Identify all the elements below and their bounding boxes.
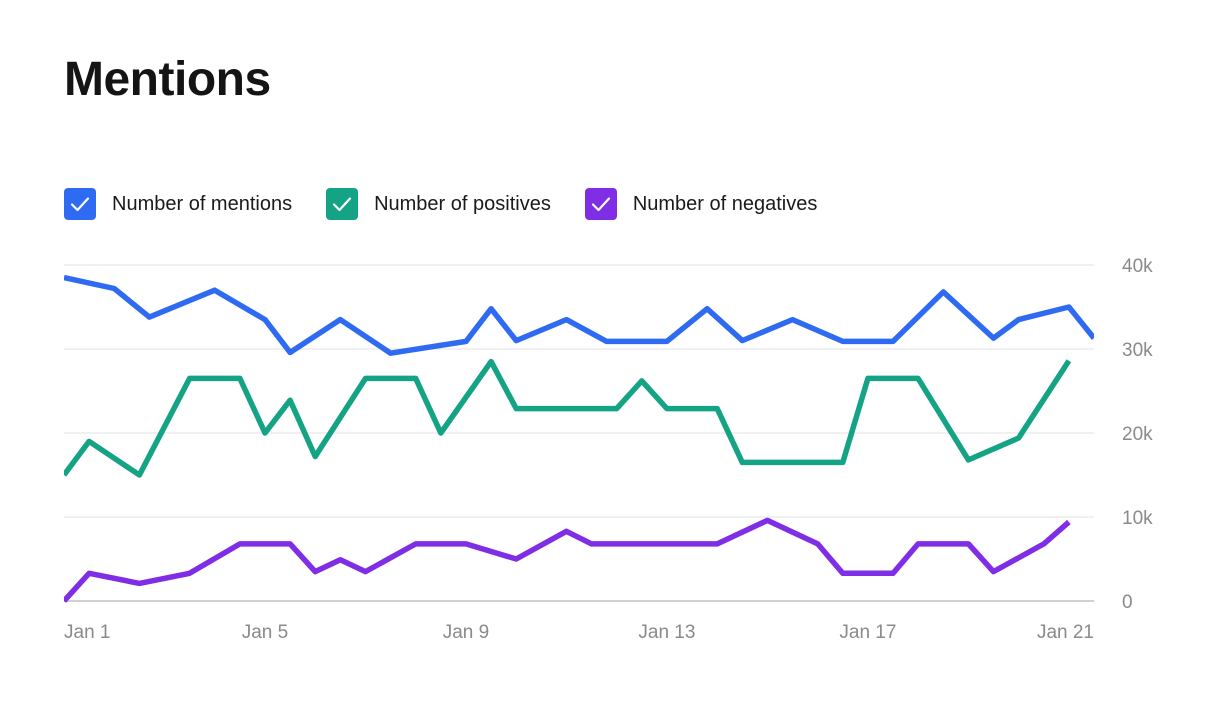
x-tick-label: Jan 13 xyxy=(638,622,695,643)
y-tick-label: 0 xyxy=(1122,592,1133,613)
legend-checkbox-negatives[interactable] xyxy=(584,188,617,220)
y-tick-label: 20k xyxy=(1122,424,1153,445)
chart-title: Mentions xyxy=(64,53,271,106)
check-icon xyxy=(70,197,90,212)
x-tick-label: Jan 9 xyxy=(443,622,489,643)
y-tick-label: 10k xyxy=(1122,508,1153,529)
y-axis-ticks: 0 10k 20k 30k 40k xyxy=(1122,256,1153,613)
series-lines xyxy=(64,274,1094,603)
x-tick-label: Jan 17 xyxy=(839,622,896,643)
check-icon xyxy=(332,197,352,212)
series-line-number-of-positives[interactable] xyxy=(64,358,1072,478)
legend-item-negatives[interactable]: Number of negatives xyxy=(584,188,818,220)
series-line-number-of-mentions[interactable] xyxy=(64,274,1094,356)
x-axis-ticks: Jan 1 Jan 5 Jan 9 Jan 13 Jan 17 Jan 21 xyxy=(64,622,1094,643)
x-tick-label: Jan 5 xyxy=(242,622,288,643)
legend-label-negatives: Number of negatives xyxy=(632,192,818,215)
check-icon xyxy=(591,197,610,212)
y-tick-label: 30k xyxy=(1122,340,1153,361)
legend-checkbox-positives[interactable] xyxy=(326,188,359,220)
legend-item-mentions[interactable]: Number of mentions xyxy=(64,188,292,220)
x-tick-label: Jan 21 xyxy=(1037,622,1094,643)
legend-label-positives: Number of positives xyxy=(374,192,551,215)
legend-item-positives[interactable]: Number of positives xyxy=(326,188,551,220)
grid-lines xyxy=(64,264,1094,602)
y-tick-label: 40k xyxy=(1122,256,1153,277)
legend-checkbox-mentions[interactable] xyxy=(64,188,96,220)
series-line-number-of-negatives[interactable] xyxy=(64,517,1071,603)
legend: Number of mentions Number of positives N… xyxy=(64,188,851,220)
x-tick-label: Jan 1 xyxy=(64,622,110,643)
legend-label-mentions: Number of mentions xyxy=(112,192,293,215)
